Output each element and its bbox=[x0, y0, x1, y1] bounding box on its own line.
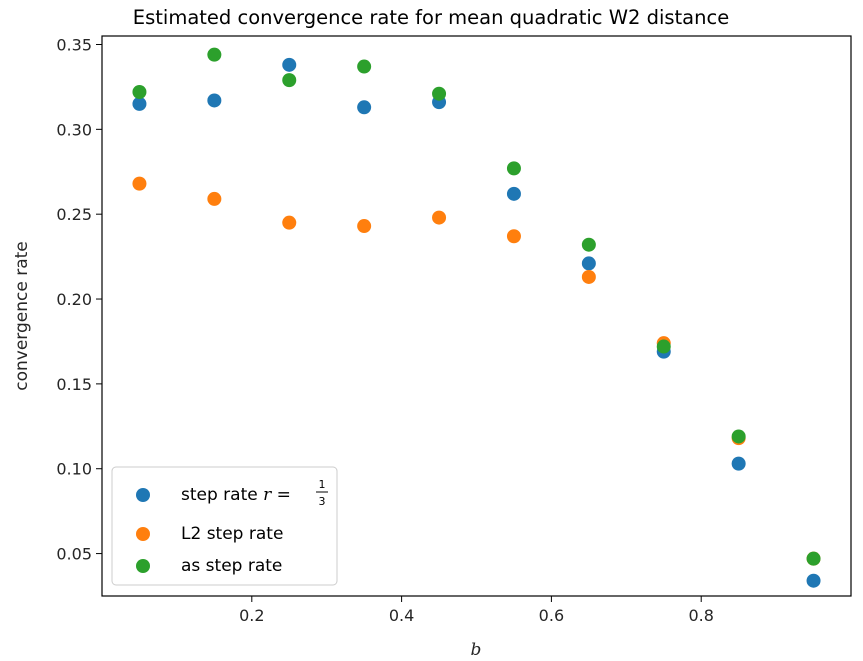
data-point bbox=[357, 59, 372, 74]
data-point bbox=[506, 161, 521, 176]
data-point bbox=[581, 269, 596, 284]
y-tick-label: 0.35 bbox=[56, 35, 92, 54]
data-point bbox=[731, 456, 746, 471]
fraction-numerator: 1 bbox=[319, 478, 326, 491]
data-point bbox=[506, 229, 521, 244]
y-tick-label: 0.10 bbox=[56, 460, 92, 479]
legend-frame bbox=[111, 466, 338, 586]
data-point bbox=[432, 86, 447, 101]
data-point bbox=[731, 429, 746, 444]
series-2 bbox=[132, 47, 821, 566]
y-tick-label: 0.30 bbox=[56, 120, 92, 139]
chart-title: Estimated convergence rate for mean quad… bbox=[133, 6, 729, 29]
data-point bbox=[282, 73, 297, 88]
legend-label-l2-step-rate: L2 step rate bbox=[181, 524, 283, 544]
x-tick-label: 0.8 bbox=[688, 606, 713, 625]
data-point bbox=[581, 237, 596, 252]
data-point bbox=[132, 176, 147, 191]
y-tick-label: 0.15 bbox=[56, 375, 92, 394]
legend-marker-step-rate bbox=[136, 488, 150, 502]
legend-label-as-step-rate: as step rate bbox=[181, 556, 282, 576]
legend-marker-l2-step-rate bbox=[136, 527, 150, 541]
data-point bbox=[506, 186, 521, 201]
x-axis-label: b bbox=[471, 640, 482, 660]
fraction-denominator: 3 bbox=[319, 495, 326, 508]
legend-marker-as-step-rate bbox=[136, 559, 150, 573]
y-axis: 0.05 0.10 0.15 0.20 0.25 0.30 0.35 bbox=[56, 35, 102, 564]
data-point bbox=[581, 256, 596, 271]
legend: step rate r = 1 3 L2 step rate as step r… bbox=[111, 466, 338, 586]
data-point bbox=[357, 219, 372, 234]
data-point bbox=[132, 85, 147, 99]
x-tick-label: 0.4 bbox=[389, 606, 414, 625]
data-point bbox=[282, 57, 297, 72]
data-point bbox=[282, 215, 297, 230]
data-point bbox=[207, 93, 222, 108]
y-axis-label: convergence rate bbox=[12, 241, 32, 391]
data-point bbox=[357, 100, 372, 115]
x-tick-label: 0.2 bbox=[239, 606, 264, 625]
data-point bbox=[207, 47, 222, 62]
plot-area-frame bbox=[101, 35, 852, 597]
y-tick-label: 0.05 bbox=[56, 545, 92, 564]
data-points bbox=[132, 47, 821, 588]
data-point bbox=[806, 573, 821, 588]
data-point bbox=[132, 96, 147, 111]
y-tick-label: 0.25 bbox=[56, 205, 92, 224]
legend-fraction-one-third: 1 3 bbox=[316, 478, 328, 508]
data-point bbox=[432, 210, 447, 225]
x-axis: 0.2 0.4 0.6 0.8 bbox=[239, 596, 714, 625]
legend-label-step-rate: step rate r = bbox=[181, 485, 291, 505]
y-tick-label: 0.20 bbox=[56, 290, 92, 309]
data-point bbox=[806, 551, 821, 566]
data-point bbox=[656, 339, 671, 354]
data-point bbox=[207, 191, 222, 206]
x-tick-label: 0.6 bbox=[539, 606, 564, 625]
